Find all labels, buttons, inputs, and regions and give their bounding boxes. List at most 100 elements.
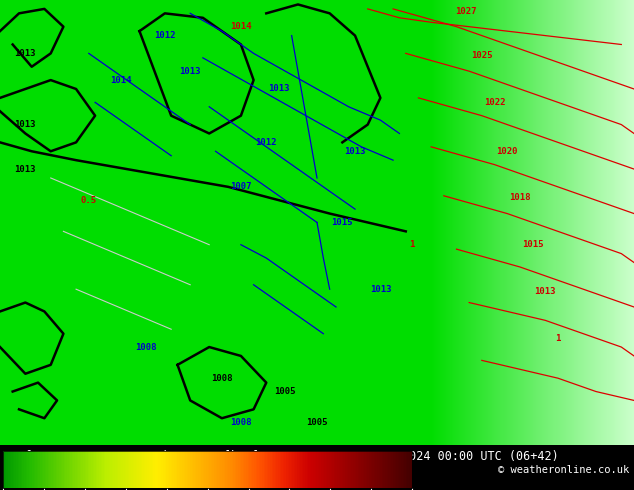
- Bar: [579, 0, 585, 445]
- Bar: [475, 0, 481, 445]
- Bar: [530, 0, 536, 445]
- Bar: [518, 0, 524, 445]
- Bar: [617, 0, 623, 445]
- Bar: [514, 0, 520, 445]
- Bar: [602, 0, 608, 445]
- Bar: [584, 0, 590, 445]
- Bar: [495, 0, 501, 445]
- Bar: [580, 0, 586, 445]
- Bar: [433, 0, 439, 445]
- Bar: [521, 0, 527, 445]
- Bar: [487, 0, 493, 445]
- Bar: [536, 0, 543, 445]
- Bar: [547, 0, 553, 445]
- Bar: [550, 0, 556, 445]
- Bar: [510, 0, 517, 445]
- Bar: [515, 0, 522, 445]
- Bar: [618, 0, 624, 445]
- Bar: [432, 0, 439, 445]
- Bar: [503, 0, 510, 445]
- Bar: [471, 0, 477, 445]
- Bar: [461, 0, 467, 445]
- Bar: [490, 0, 496, 445]
- Bar: [547, 0, 553, 445]
- Bar: [519, 0, 525, 445]
- Bar: [465, 0, 471, 445]
- Bar: [629, 0, 634, 445]
- Bar: [481, 0, 488, 445]
- Bar: [612, 0, 618, 445]
- Text: 1013: 1013: [15, 120, 36, 129]
- Bar: [602, 0, 609, 445]
- Bar: [512, 0, 518, 445]
- Bar: [562, 0, 569, 445]
- Bar: [482, 0, 488, 445]
- Bar: [557, 0, 564, 445]
- Bar: [479, 0, 486, 445]
- Text: 1008: 1008: [135, 343, 157, 351]
- Bar: [565, 0, 571, 445]
- Bar: [567, 0, 573, 445]
- Bar: [444, 0, 451, 445]
- Bar: [624, 0, 630, 445]
- Text: 1005: 1005: [275, 387, 296, 396]
- Bar: [548, 0, 555, 445]
- Bar: [526, 0, 533, 445]
- Bar: [611, 0, 617, 445]
- Bar: [537, 0, 543, 445]
- Bar: [553, 0, 560, 445]
- Text: 1018: 1018: [509, 194, 531, 202]
- Bar: [590, 0, 597, 445]
- Text: 1012: 1012: [154, 31, 176, 40]
- Bar: [451, 0, 457, 445]
- Bar: [478, 0, 484, 445]
- Bar: [539, 0, 545, 445]
- Bar: [515, 0, 521, 445]
- Bar: [578, 0, 585, 445]
- Bar: [585, 0, 592, 445]
- Bar: [467, 0, 473, 445]
- Bar: [543, 0, 550, 445]
- Bar: [524, 0, 530, 445]
- Text: 1005: 1005: [306, 418, 328, 427]
- Bar: [508, 0, 515, 445]
- Bar: [589, 0, 595, 445]
- Text: 1013: 1013: [179, 67, 201, 75]
- Bar: [486, 0, 493, 445]
- Bar: [495, 0, 501, 445]
- Bar: [505, 0, 511, 445]
- Bar: [503, 0, 509, 445]
- Bar: [609, 0, 615, 445]
- Bar: [616, 0, 622, 445]
- Bar: [597, 0, 604, 445]
- Bar: [508, 0, 514, 445]
- Text: 1007: 1007: [230, 182, 252, 192]
- Bar: [538, 0, 545, 445]
- Bar: [583, 0, 590, 445]
- Text: 1008: 1008: [230, 418, 252, 427]
- Bar: [477, 0, 483, 445]
- Bar: [587, 0, 593, 445]
- Bar: [619, 0, 625, 445]
- Bar: [483, 0, 489, 445]
- Bar: [463, 0, 469, 445]
- Bar: [619, 0, 626, 445]
- Bar: [431, 0, 437, 445]
- Bar: [592, 0, 598, 445]
- Bar: [460, 0, 466, 445]
- Bar: [625, 0, 631, 445]
- Bar: [609, 0, 616, 445]
- Text: 1015: 1015: [332, 218, 353, 227]
- Bar: [631, 0, 634, 445]
- Bar: [446, 0, 452, 445]
- Bar: [581, 0, 587, 445]
- Bar: [622, 0, 628, 445]
- Bar: [604, 0, 611, 445]
- Bar: [545, 0, 552, 445]
- Bar: [560, 0, 567, 445]
- Bar: [448, 0, 454, 445]
- Bar: [540, 0, 547, 445]
- Bar: [434, 0, 441, 445]
- Bar: [595, 0, 602, 445]
- Bar: [570, 0, 576, 445]
